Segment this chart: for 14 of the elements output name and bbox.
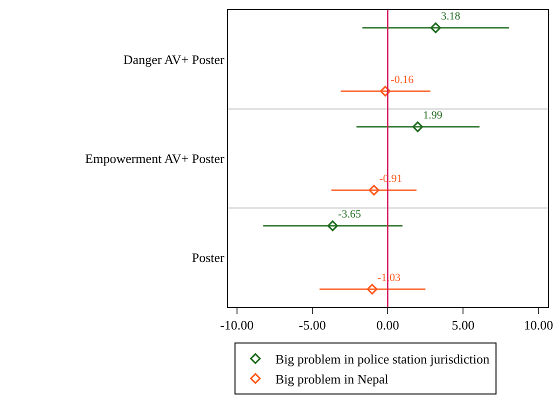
y-tick-label: Empowerment AV+ Poster (85, 151, 226, 166)
x-tick-label: 0.00 (376, 318, 400, 333)
x-tick-label: 5.00 (452, 318, 474, 333)
x-tick-label: -5.00 (298, 318, 326, 333)
x-tick-label: -10.00 (220, 318, 254, 333)
data-label: 1.99 (423, 110, 443, 122)
y-tick-label: Danger AV+ Poster (123, 52, 226, 68)
data-label: -0.16 (390, 74, 414, 86)
x-tick-label: 10.00 (524, 318, 554, 333)
legend-label: Big problem in Nepal (275, 372, 389, 387)
y-tick-label: Poster (192, 250, 226, 266)
legend-label: Big problem in police station jurisdiction (275, 352, 490, 367)
data-label: 3.18 (441, 10, 461, 23)
data-label: -3.65 (338, 208, 362, 221)
